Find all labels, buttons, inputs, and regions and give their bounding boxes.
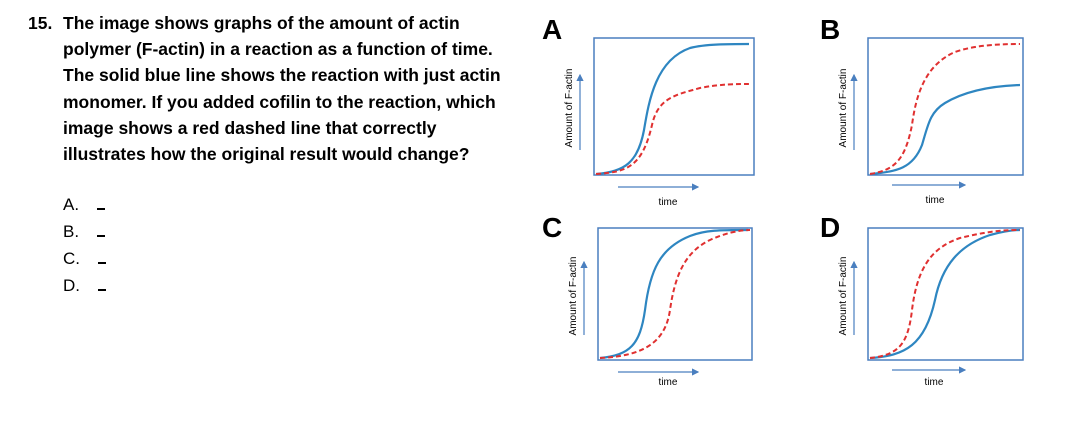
option-b-blank[interactable] bbox=[97, 221, 106, 237]
panel-c-frame bbox=[597, 227, 753, 361]
question-number: 15. bbox=[28, 13, 53, 33]
option-a[interactable]: A. bbox=[63, 194, 106, 216]
panel-b-xlabel: time bbox=[926, 195, 945, 206]
panel-c: time Amount of F-actin bbox=[568, 227, 753, 388]
panel-c-letter: C bbox=[542, 212, 563, 243]
panel-c-ylabel: Amount of F-actin bbox=[568, 257, 579, 336]
panel-a-ylabel: Amount of F-actin bbox=[564, 69, 575, 148]
panel-b-blue-curve bbox=[869, 83, 1021, 176]
panel-c-xlabel: time bbox=[659, 377, 678, 388]
option-c-blank[interactable] bbox=[98, 248, 106, 264]
panel-b-red-curve bbox=[869, 43, 1021, 175]
option-d-label: D. bbox=[63, 276, 80, 295]
panel-b-letter: B bbox=[820, 14, 841, 45]
panel-d-frame bbox=[867, 227, 1024, 361]
panel-b-ylabel: Amount of F-actin bbox=[838, 69, 849, 148]
panel-a-frame bbox=[593, 37, 755, 176]
panel-a-blue-curve bbox=[595, 42, 750, 176]
option-d[interactable]: D. bbox=[63, 275, 106, 297]
panel-b-frame bbox=[867, 37, 1024, 176]
option-a-label: A. bbox=[63, 195, 80, 214]
option-c[interactable]: C. bbox=[63, 248, 106, 270]
option-c-label: C. bbox=[63, 249, 80, 268]
panel-d-xlabel: time bbox=[925, 377, 944, 388]
panel-a: time Amount of F-actin bbox=[564, 37, 755, 208]
panel-c-red-curve bbox=[599, 229, 751, 359]
panel-d-blue-curve bbox=[869, 228, 1021, 360]
panel-a-xlabel: time bbox=[659, 197, 678, 208]
panel-d-red-curve bbox=[869, 229, 1021, 359]
panel-d-ylabel: Amount of F-actin bbox=[838, 257, 849, 336]
panel-b: time Amount of F-actin bbox=[838, 37, 1024, 206]
panel-d-letter: D bbox=[820, 212, 841, 243]
option-b-label: B. bbox=[63, 222, 80, 241]
option-d-blank[interactable] bbox=[98, 275, 106, 291]
panel-a-letter: A bbox=[542, 14, 563, 45]
option-b[interactable]: B. bbox=[63, 221, 106, 243]
option-a-blank[interactable] bbox=[97, 194, 106, 210]
panel-a-red-curve bbox=[595, 83, 751, 175]
panel-c-blue-curve bbox=[599, 228, 749, 360]
question-text: The image shows graphs of the amount of … bbox=[63, 13, 501, 165]
panel-d: time Amount of F-actin bbox=[838, 227, 1024, 388]
